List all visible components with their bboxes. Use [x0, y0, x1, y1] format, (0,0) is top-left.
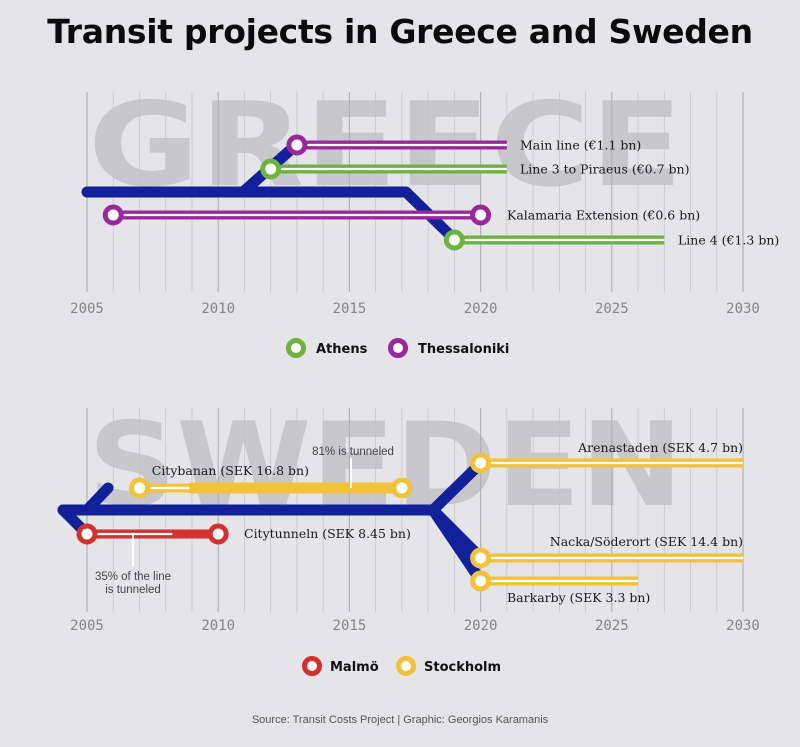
- station-marker: [207, 523, 229, 545]
- legend-marker: [286, 338, 306, 358]
- x-tick-label: 2015: [333, 618, 367, 634]
- trunk-line: [81, 186, 461, 246]
- trunk-line: [427, 504, 487, 587]
- project-label: Citybanan (SEK 16.8 bn): [152, 463, 309, 478]
- annotation-text: is tunneled: [105, 584, 161, 596]
- project-label: Main line (€1.1 bn): [520, 138, 641, 153]
- legend-marker: [302, 656, 322, 676]
- x-tick-label: 2005: [70, 301, 104, 317]
- station-marker: [128, 477, 150, 499]
- x-tick-label: 2010: [201, 301, 235, 317]
- legend-label: Stockholm: [424, 660, 501, 675]
- legend-label: Malmö: [330, 660, 379, 675]
- annotation-text: 81% is tunneled: [312, 446, 394, 458]
- legend-label: Athens: [316, 342, 368, 357]
- project-label: Arenastaden (SEK 4.7 bn): [577, 440, 743, 455]
- source-credit: Source: Transit Costs Project | Graphic:…: [251, 714, 549, 726]
- project-label: Line 3 to Piraeus (€0.7 bn): [520, 162, 689, 177]
- station-marker: [470, 204, 492, 226]
- station-marker: [443, 229, 465, 251]
- project-label: Barkarby (SEK 3.3 bn): [507, 590, 650, 605]
- x-tick-label: 2020: [464, 301, 498, 317]
- project-label: Line 4 (€1.3 bn): [678, 233, 779, 248]
- station-marker: [286, 134, 308, 156]
- station-marker: [470, 452, 492, 474]
- x-tick-label: 2025: [595, 301, 629, 317]
- x-tick-label: 2005: [70, 618, 104, 634]
- trunk-line: [81, 482, 114, 516]
- x-tick-label: 2020: [464, 618, 498, 634]
- station-marker: [470, 570, 492, 592]
- legend-marker: [388, 338, 408, 358]
- x-tick-label: 2030: [726, 618, 760, 634]
- x-tick-label: 2025: [595, 618, 629, 634]
- project-label: Nacka/Söderort (SEK 14.4 bn): [550, 534, 743, 549]
- x-tick-label: 2010: [201, 618, 235, 634]
- trunk-line: [427, 457, 487, 516]
- x-tick-label: 2030: [726, 301, 760, 317]
- page-title: Transit projects in Greece and Sweden: [47, 12, 753, 51]
- station-marker: [260, 158, 282, 180]
- station-marker: [76, 523, 98, 545]
- station-marker: [470, 547, 492, 569]
- legend-marker: [396, 656, 416, 676]
- station-marker: [102, 204, 124, 226]
- annotation-text: 35% of the line: [95, 571, 171, 583]
- x-tick-label: 2015: [333, 301, 367, 317]
- project-label: Kalamaria Extension (€0.6 bn): [507, 208, 700, 223]
- station-marker: [391, 477, 413, 499]
- legend-label: Thessaloniki: [418, 342, 509, 357]
- project-label: Citytunneln (SEK 8.45 bn): [244, 526, 411, 541]
